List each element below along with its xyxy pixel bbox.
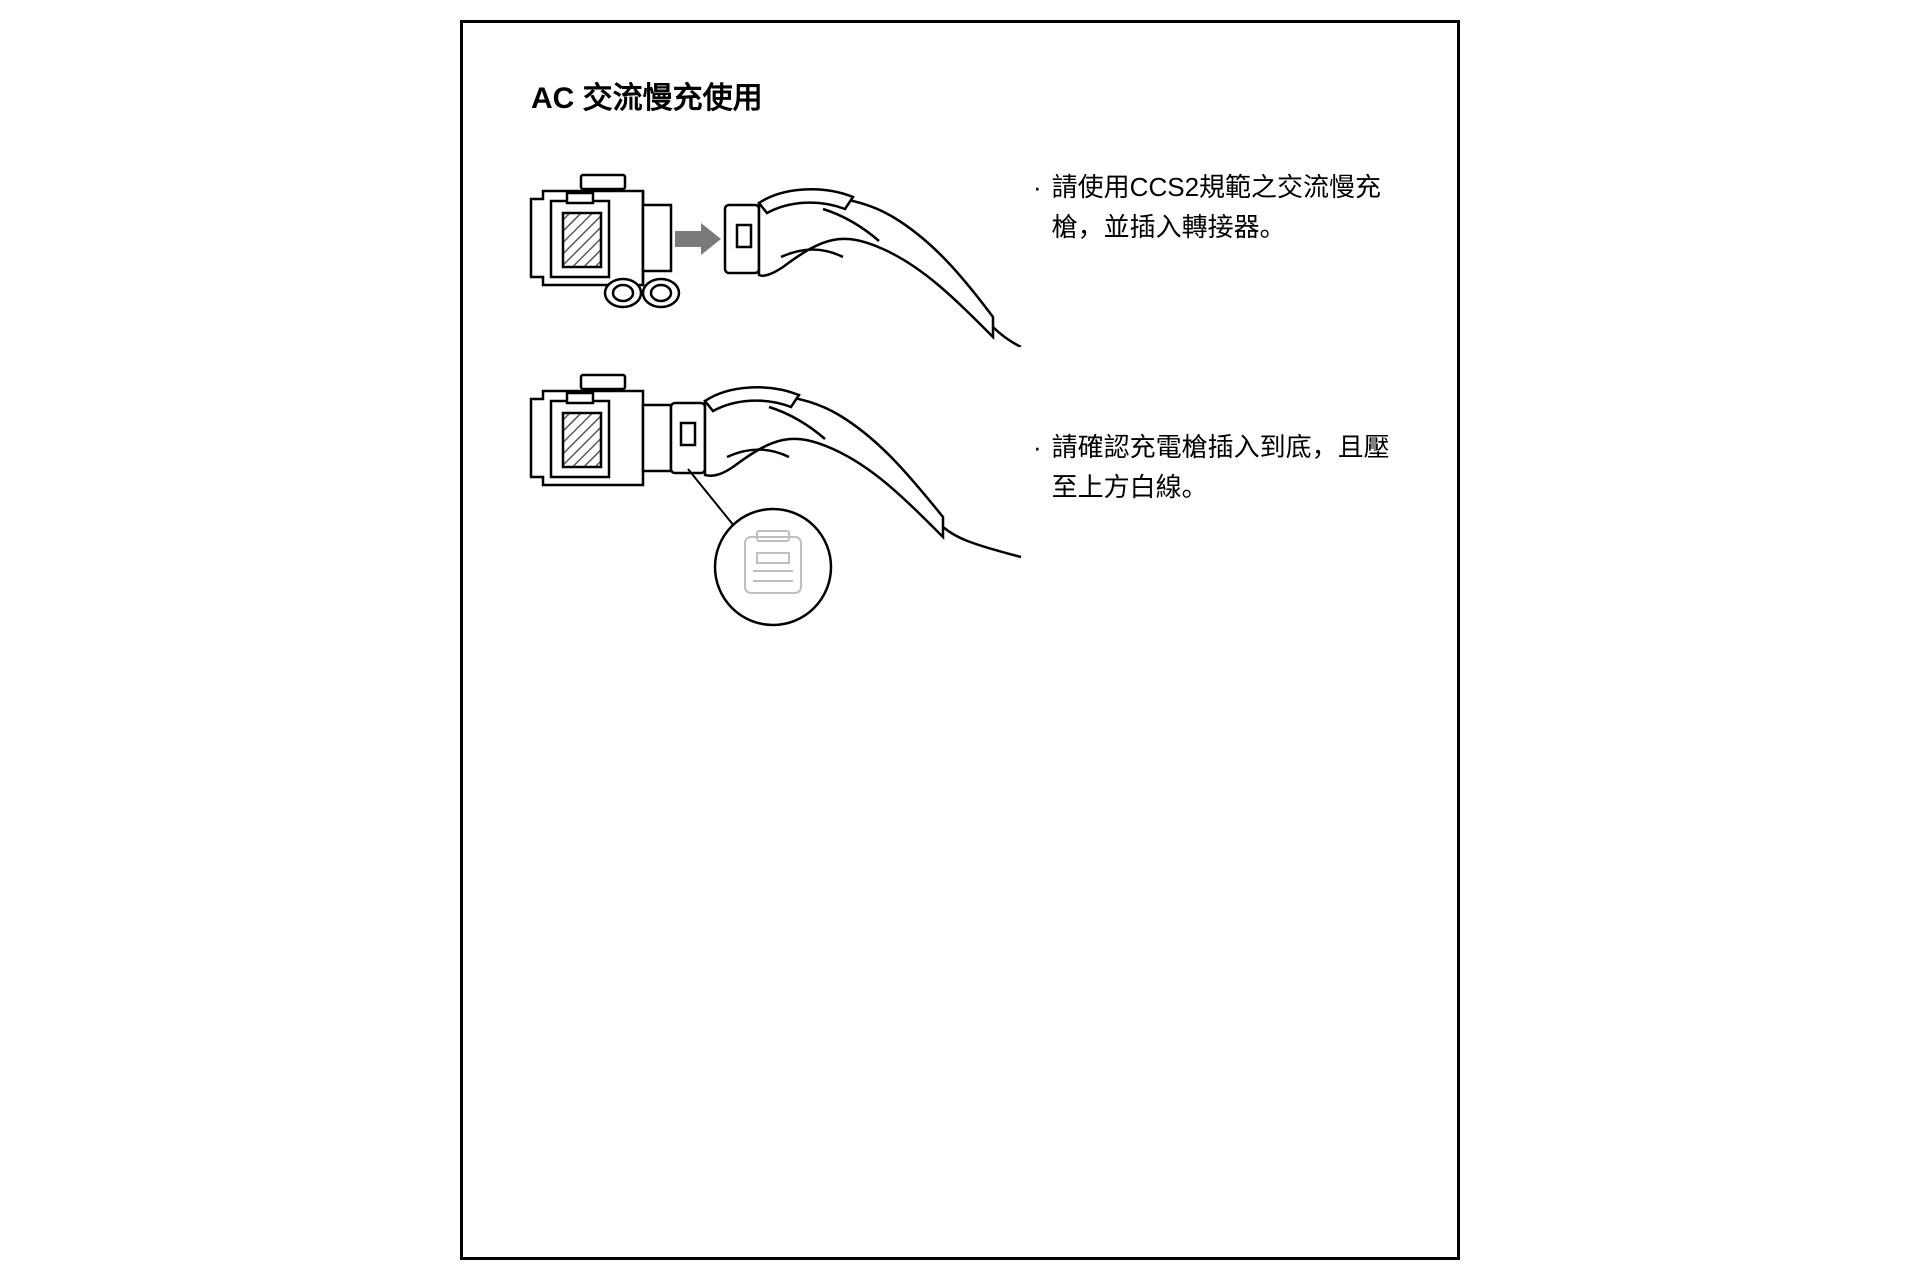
page-title: AC 交流慢充使用 — [531, 73, 1397, 117]
bullet-dot-icon: · — [1033, 167, 1042, 207]
step-1-diagram — [523, 157, 1023, 347]
step-2-text: · 請確認充電槍插入到底，且壓至上方白線。 — [1023, 357, 1397, 507]
step-2-diagram — [523, 357, 1023, 637]
step-1-text: · 請使用CCS2規範之交流慢充槍，並插入轉接器。 — [1023, 157, 1397, 247]
step-2: · 請確認充電槍插入到底，且壓至上方白線。 — [523, 357, 1397, 637]
step-1-caption: 請使用CCS2規範之交流慢充槍，並插入轉接器。 — [1052, 167, 1397, 247]
bullet-dot-icon: · — [1033, 427, 1042, 467]
step-1: · 請使用CCS2規範之交流慢充槍，並插入轉接器。 — [523, 157, 1397, 347]
step-2-caption: 請確認充電槍插入到底，且壓至上方白線。 — [1052, 427, 1397, 507]
document-page: AC 交流慢充使用 — [460, 20, 1460, 1260]
